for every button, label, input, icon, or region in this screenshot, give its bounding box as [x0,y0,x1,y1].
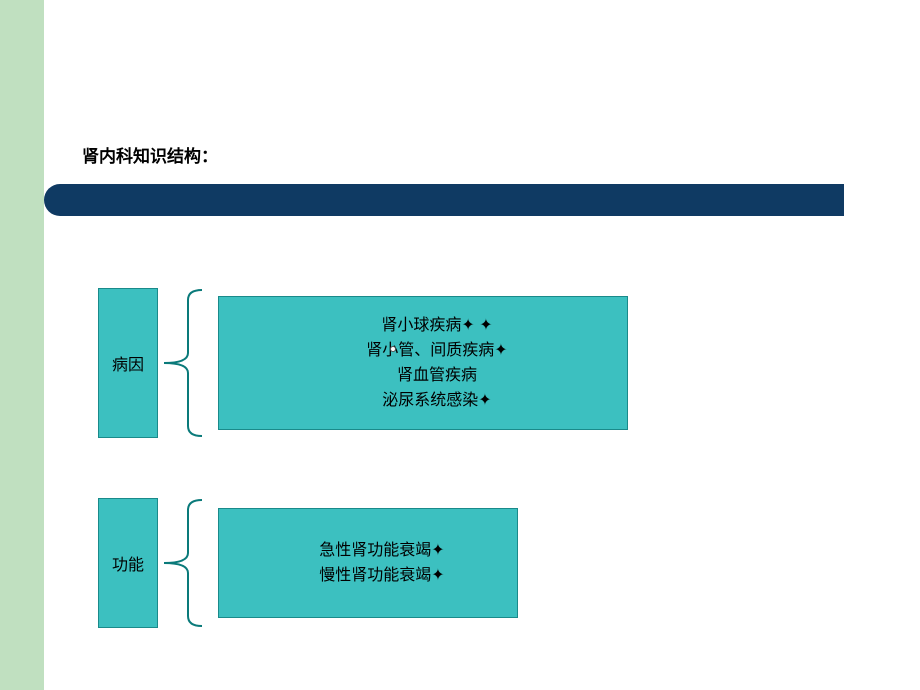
content-box-function: 急性肾功能衰竭✦慢性肾功能衰竭✦ [218,508,518,618]
content-line: 泌尿系统感染✦ [382,388,491,413]
category-box-function: 功能 [98,498,158,628]
header-stripe [44,184,844,216]
category-label: 病因 [112,351,144,375]
content-line: 肾血管疾病 [397,363,477,388]
content-line: 肾小管、间质疾病✦ [366,338,507,363]
page-marker-icon [390,346,396,352]
content-line: 肾小球疾病✦ ✦ [381,313,492,338]
content-line: 慢性肾功能衰竭✦ [319,563,444,588]
category-label: 功能 [112,551,144,575]
category-box-cause: 病因 [98,288,158,438]
sidebar-stripe [0,0,44,690]
content-box-cause: 肾小球疾病✦ ✦肾小管、间质疾病✦肾血管疾病泌尿系统感染✦ [218,296,628,430]
page-title: 肾内科知识结构： [82,142,218,167]
content-line: 急性肾功能衰竭✦ [319,538,444,563]
